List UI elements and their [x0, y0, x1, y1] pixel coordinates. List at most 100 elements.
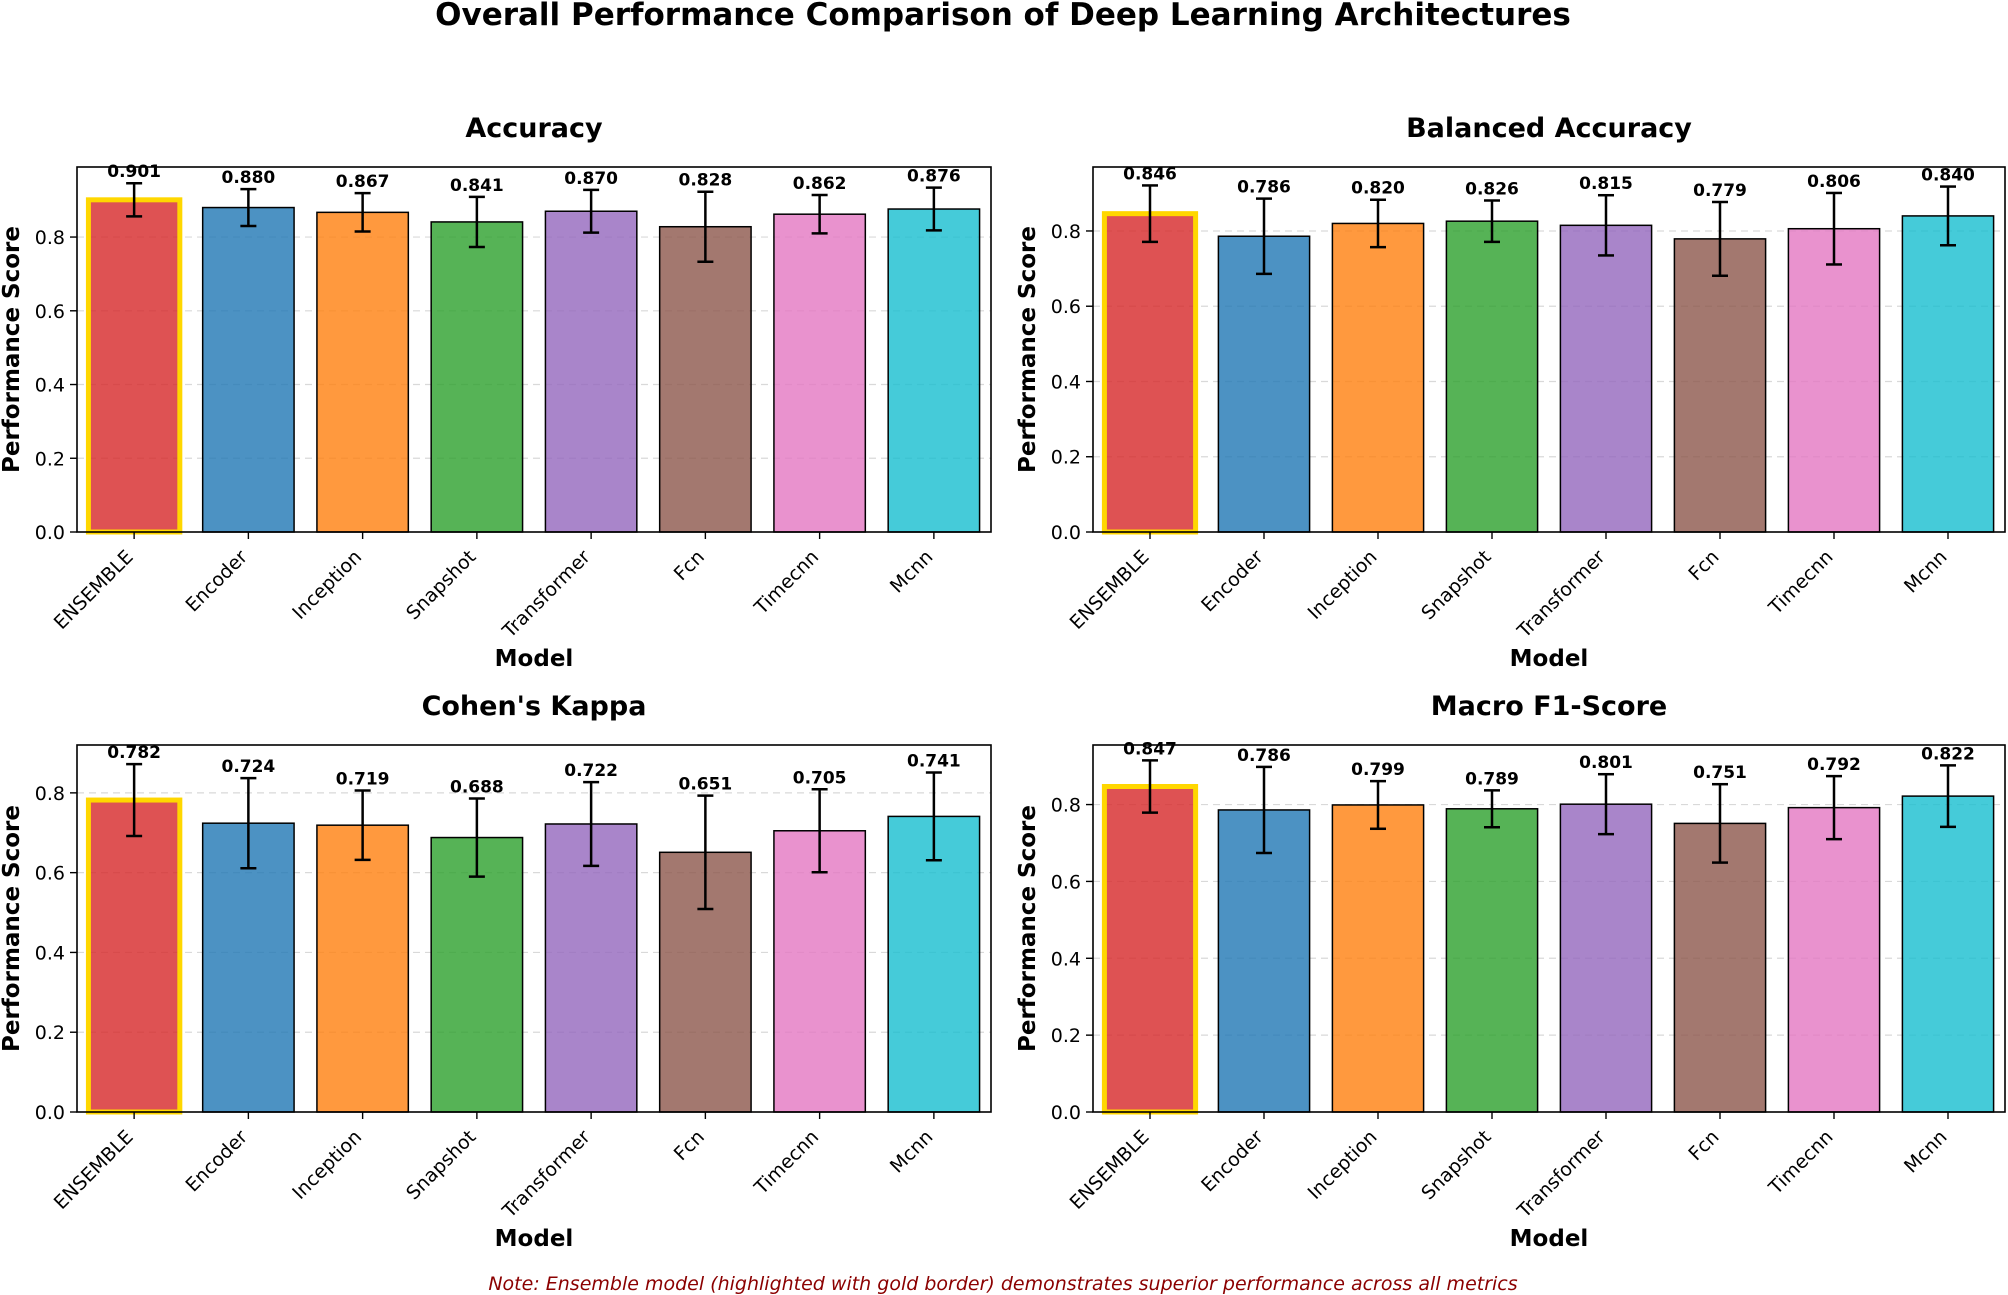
data-label: 0.651: [678, 775, 732, 795]
y-axis-label: Performance Score: [0, 226, 25, 473]
bar: [544, 823, 638, 1113]
data-label: 0.789: [1465, 769, 1519, 789]
chart-title: Balanced Accuracy: [1406, 113, 1692, 144]
chart-panels: 0.901 0.880 0.867 0.841 0.870 0.828 0.862 0.876…: [0, 113, 2006, 1252]
y-tick-label: 0.4: [35, 942, 65, 964]
bar: [1673, 822, 1767, 1113]
chart-panel-4: 0.847 0.786 0.799 0.789 0.801 0.751 0.792 0.822…: [1015, 691, 2006, 1252]
y-tick-label: 0.2: [1051, 1025, 1081, 1047]
data-label: 0.880: [221, 168, 275, 188]
data-label: 0.688: [450, 777, 504, 797]
bar: [658, 225, 752, 533]
x-axis-label: Model: [495, 1226, 574, 1252]
bar: [887, 208, 981, 533]
bar: [1673, 238, 1767, 533]
y-tick-label: 0.2: [1051, 447, 1081, 469]
bar: [773, 213, 867, 533]
y-tick-label: 0.6: [35, 301, 65, 323]
data-label: 0.826: [1465, 179, 1519, 199]
bar: [85, 197, 183, 535]
bar: [1445, 808, 1539, 1113]
data-label: 0.779: [1693, 181, 1747, 201]
y-axis-label: Performance Score: [1015, 805, 1041, 1052]
bar: [85, 797, 183, 1115]
bar: [1445, 220, 1539, 533]
data-label: 0.876: [907, 167, 961, 187]
bar: [1331, 222, 1425, 533]
chart-title: Accuracy: [465, 113, 603, 144]
data-label: 0.786: [1237, 746, 1291, 766]
bar: [430, 221, 524, 533]
y-tick-label: 0.4: [35, 375, 65, 397]
bar: [1331, 804, 1425, 1113]
data-label: 0.870: [564, 169, 618, 189]
data-label: 0.828: [678, 171, 732, 191]
data-label: 0.722: [564, 761, 618, 781]
y-tick-label: 0.6: [35, 863, 65, 885]
y-tick-label: 0.8: [1051, 795, 1081, 817]
bar: [1101, 211, 1199, 535]
figure-title: Overall Performance Comparison of Deep L…: [435, 0, 1571, 33]
data-label: 0.741: [907, 752, 961, 772]
y-axis-label: Performance Score: [0, 805, 25, 1052]
chart-title: Macro F1-Score: [1431, 691, 1667, 722]
y-tick-label: 0.4: [1051, 948, 1081, 970]
plot-frame: [76, 166, 992, 533]
bar: [201, 206, 295, 533]
y-tick-label: 0.0: [35, 522, 65, 544]
plot-frame: [76, 744, 992, 1113]
data-label: 0.724: [221, 757, 275, 777]
y-tick-label: 0.2: [35, 1022, 65, 1044]
bar: [1559, 803, 1653, 1113]
bar: [1217, 809, 1311, 1113]
data-label: 0.841: [450, 176, 504, 196]
footnote: Note: Ensemble model (highlighted with g…: [488, 1273, 1517, 1295]
chart-title: Cohen's Kappa: [422, 691, 647, 722]
bar: [201, 822, 295, 1113]
data-label: 0.815: [1579, 174, 1633, 194]
bar: [1101, 784, 1199, 1115]
data-label: 0.786: [1237, 178, 1291, 198]
bar: [316, 824, 410, 1113]
x-axis-label: Model: [1510, 1226, 1589, 1252]
data-label: 0.840: [1921, 166, 1975, 186]
y-tick-label: 0.4: [1051, 371, 1081, 393]
x-axis-label: Model: [1510, 646, 1589, 672]
y-tick-label: 0.8: [35, 227, 65, 249]
bar: [1787, 806, 1881, 1113]
bar: [1787, 227, 1881, 533]
y-tick-label: 0.0: [35, 1102, 65, 1124]
y-tick-label: 0.0: [1051, 522, 1081, 544]
bar: [1217, 235, 1311, 533]
bar: [430, 836, 524, 1113]
bar: [316, 211, 410, 533]
y-tick-label: 0.6: [1051, 296, 1081, 318]
data-label: 0.799: [1351, 760, 1405, 780]
data-label: 0.846: [1123, 164, 1177, 184]
data-label: 0.820: [1351, 179, 1405, 199]
bar: [887, 815, 981, 1113]
bar: [1901, 795, 1995, 1113]
data-label: 0.719: [336, 769, 390, 789]
data-label: 0.751: [1693, 763, 1747, 783]
x-axis-label: Model: [495, 646, 574, 672]
plot-frame: [1092, 166, 2006, 533]
data-label: 0.792: [1807, 755, 1861, 775]
data-label: 0.801: [1579, 753, 1633, 773]
y-axis-label: Performance Score: [1015, 226, 1041, 473]
bar: [544, 210, 638, 533]
y-tick-label: 0.2: [35, 448, 65, 470]
data-label: 0.822: [1921, 744, 1975, 764]
y-tick-label: 0.8: [35, 783, 65, 805]
data-label: 0.867: [336, 172, 390, 192]
chart-panel-3: 0.782 0.724 0.719 0.688 0.722 0.651 0.705 0.741…: [0, 691, 992, 1252]
plot-frame: [1092, 744, 2006, 1113]
data-label: 0.705: [793, 768, 847, 788]
y-tick-label: 0.0: [1051, 1102, 1081, 1124]
bar: [1901, 215, 1995, 533]
bar: [1559, 224, 1653, 533]
data-label: 0.901: [107, 162, 161, 182]
data-label: 0.806: [1807, 172, 1861, 192]
data-label: 0.862: [793, 174, 847, 194]
